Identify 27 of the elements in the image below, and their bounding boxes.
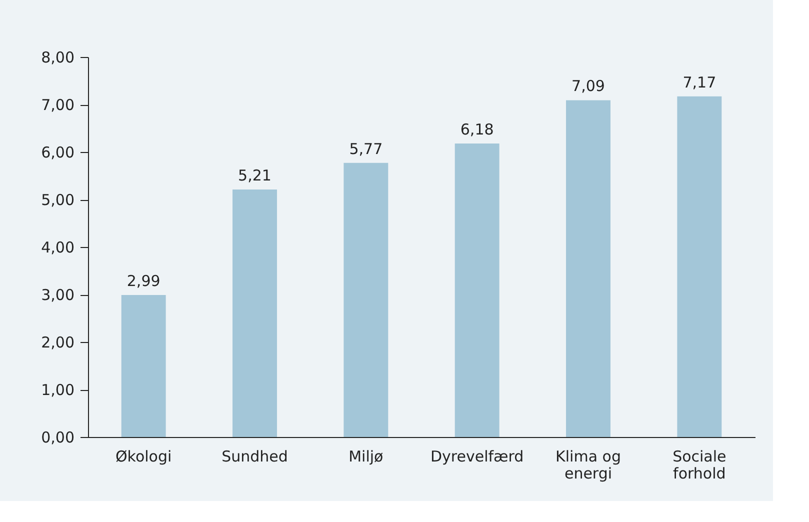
x-tick-label: Økologi xyxy=(115,448,172,466)
bar xyxy=(454,143,500,437)
data-label: 6,18 xyxy=(460,120,494,138)
x-tick-label: Dyrevelfærd xyxy=(430,448,524,466)
x-tick-label: Sociale forhold xyxy=(672,448,726,482)
x-tick-label: Sundhed xyxy=(222,448,288,466)
data-label: 2,99 xyxy=(126,272,160,290)
x-tick-label: Miljø xyxy=(348,448,384,466)
bar xyxy=(677,96,722,437)
y-tick-label: 1,00 xyxy=(41,381,74,399)
data-label: 5,21 xyxy=(238,166,272,185)
y-tick-label: 4,00 xyxy=(41,238,74,256)
y-tick-label: 2,00 xyxy=(41,334,74,352)
data-label: 5,77 xyxy=(349,140,383,158)
bar xyxy=(344,162,388,437)
bar xyxy=(121,294,166,437)
bar xyxy=(566,100,610,437)
y-tick-label: 5,00 xyxy=(41,191,74,209)
data-label: 7,17 xyxy=(682,73,716,92)
y-tick-label: 6,00 xyxy=(41,144,74,162)
data-label: 7,09 xyxy=(572,77,605,96)
y-tick-label: 3,00 xyxy=(41,286,74,304)
y-tick-label: 7,00 xyxy=(41,96,74,114)
y-tick-label: 8,00 xyxy=(41,48,74,66)
x-tick-label: Klima og energi xyxy=(556,448,621,482)
bar xyxy=(232,190,277,437)
y-tick-label: 0,00 xyxy=(41,428,74,446)
